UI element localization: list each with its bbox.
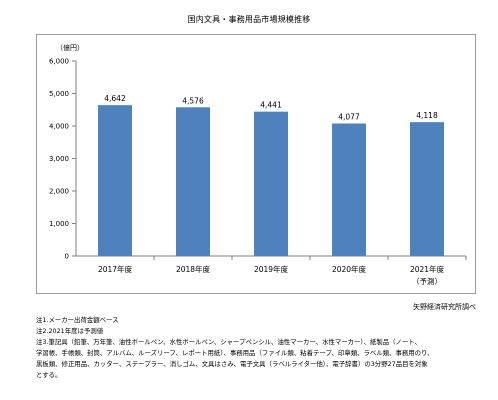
data-label: 4,118: [416, 111, 438, 120]
footnote-3: 注3.筆記具（鉛筆、万年筆、油性ボールペン、水性ボールペン、シャープペンシル、油…: [36, 338, 421, 346]
footnotes: 注1.メーカー出荷金額ベース 注2.2021年度は予測値 注3.筆記具（鉛筆、万…: [36, 315, 476, 381]
data-label: 4,642: [104, 94, 126, 103]
y-tick-label: 1,000: [49, 220, 69, 228]
bar-3: [254, 111, 288, 256]
bar-1: [98, 105, 132, 256]
footnote-3-cont-1: 学習帳、手帳類、封筒、アルバム、ルーズリーフ、レポート用紙）、事務用品（ファイル…: [36, 349, 434, 357]
bar-5: [410, 122, 444, 256]
data-label: 4,576: [182, 96, 204, 105]
y-tick-label: 0: [65, 253, 69, 261]
x-tick-label: 2017年度: [98, 264, 133, 274]
y-tick-label: 5,000: [49, 90, 69, 98]
y-tick-label: 3,000: [49, 155, 69, 163]
x-tick-label: 2020年度: [332, 264, 367, 274]
x-tick-sublabel: （予測）: [412, 276, 442, 286]
bar-chart: （億円） 0 1,000 2,000 3,000 4,000 5,000 6,000 4,642…: [49, 43, 467, 286]
y-tick-label: 4,000: [49, 123, 69, 131]
y-axis-unit-label: （億円）: [56, 43, 84, 52]
y-tick-label: 6,000: [49, 58, 69, 66]
chart-title: 国内文具・事務用品市場規模推移: [187, 15, 311, 24]
footnote-1: 注1.メーカー出荷金額ベース: [36, 316, 119, 324]
x-tick-label: 2019年度: [254, 264, 289, 274]
footnote-3-cont-2: 黒板類、修正用品、カッター、ステープラー、消しゴム、文具はさみ、電子文具（ラベル…: [36, 360, 428, 368]
footnote-2: 注2.2021年度は予測値: [36, 327, 104, 335]
bar-4: [332, 123, 366, 256]
x-tick-label: 2018年度: [176, 264, 211, 274]
x-tick-label: 2021年度: [410, 264, 445, 274]
footnote-3-cont-3: とする。: [36, 371, 62, 379]
y-tick-label: 2,000: [49, 188, 69, 196]
source-note: 矢野経済研究所調べ: [413, 303, 476, 311]
bar-2: [176, 107, 210, 256]
data-label: 4,441: [260, 101, 282, 110]
data-label: 4,077: [338, 112, 360, 121]
